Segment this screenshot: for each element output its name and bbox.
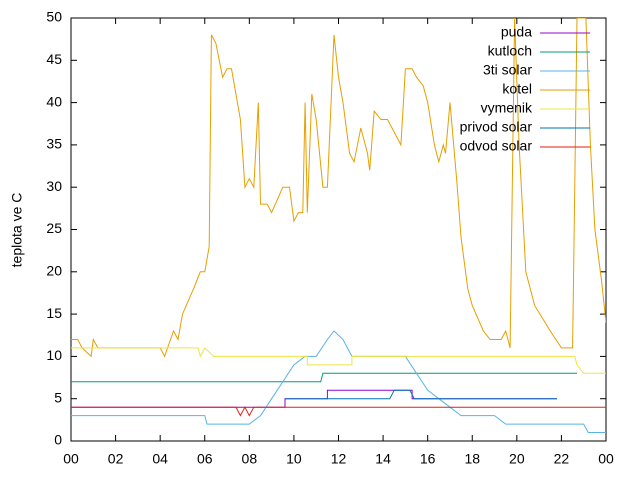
x-tick-label: 20	[509, 451, 525, 467]
y-tick-label: 50	[46, 9, 62, 25]
x-tick-label: 00	[63, 451, 79, 467]
y-axis-label: teplota ve C	[9, 193, 25, 268]
y-tick-label: 45	[46, 51, 62, 67]
y-tick-label: 40	[46, 93, 62, 109]
series-line	[71, 372, 577, 383]
x-tick-label: 16	[420, 451, 436, 467]
y-tick-label: 10	[46, 347, 62, 363]
x-tick-label: 08	[242, 451, 258, 467]
legend-label: privod solar	[460, 119, 533, 135]
x-tick-label: 18	[464, 451, 480, 467]
y-tick-label: 0	[54, 432, 62, 448]
legend-label: kotel	[502, 81, 532, 97]
legend-label: vymenik	[481, 100, 533, 116]
series-line	[71, 18, 606, 358]
series-line	[285, 389, 557, 400]
legend-label: odvod solar	[460, 138, 533, 154]
series-line	[71, 406, 606, 417]
x-tick-label: 04	[152, 451, 168, 467]
y-tick-label: 30	[46, 178, 62, 194]
y-tick-label: 20	[46, 263, 62, 279]
x-tick-label: 02	[108, 451, 124, 467]
legend-label: 3ti solar	[483, 62, 532, 78]
x-tick-label: 12	[331, 451, 347, 467]
x-tick-label: 10	[286, 451, 302, 467]
legend-label: puda	[501, 24, 532, 40]
y-tick-label: 15	[46, 305, 62, 321]
x-tick-label: 22	[554, 451, 570, 467]
y-tick-label: 25	[46, 220, 62, 236]
legend-label: kutloch	[488, 43, 532, 59]
x-tick-label: 00	[598, 451, 614, 467]
x-tick-label: 06	[197, 451, 213, 467]
series-line	[71, 330, 606, 433]
x-tick-label: 14	[375, 451, 391, 467]
series-line	[71, 389, 557, 408]
y-tick-label: 35	[46, 136, 62, 152]
y-tick-label: 5	[54, 389, 62, 405]
series-line	[71, 347, 606, 374]
